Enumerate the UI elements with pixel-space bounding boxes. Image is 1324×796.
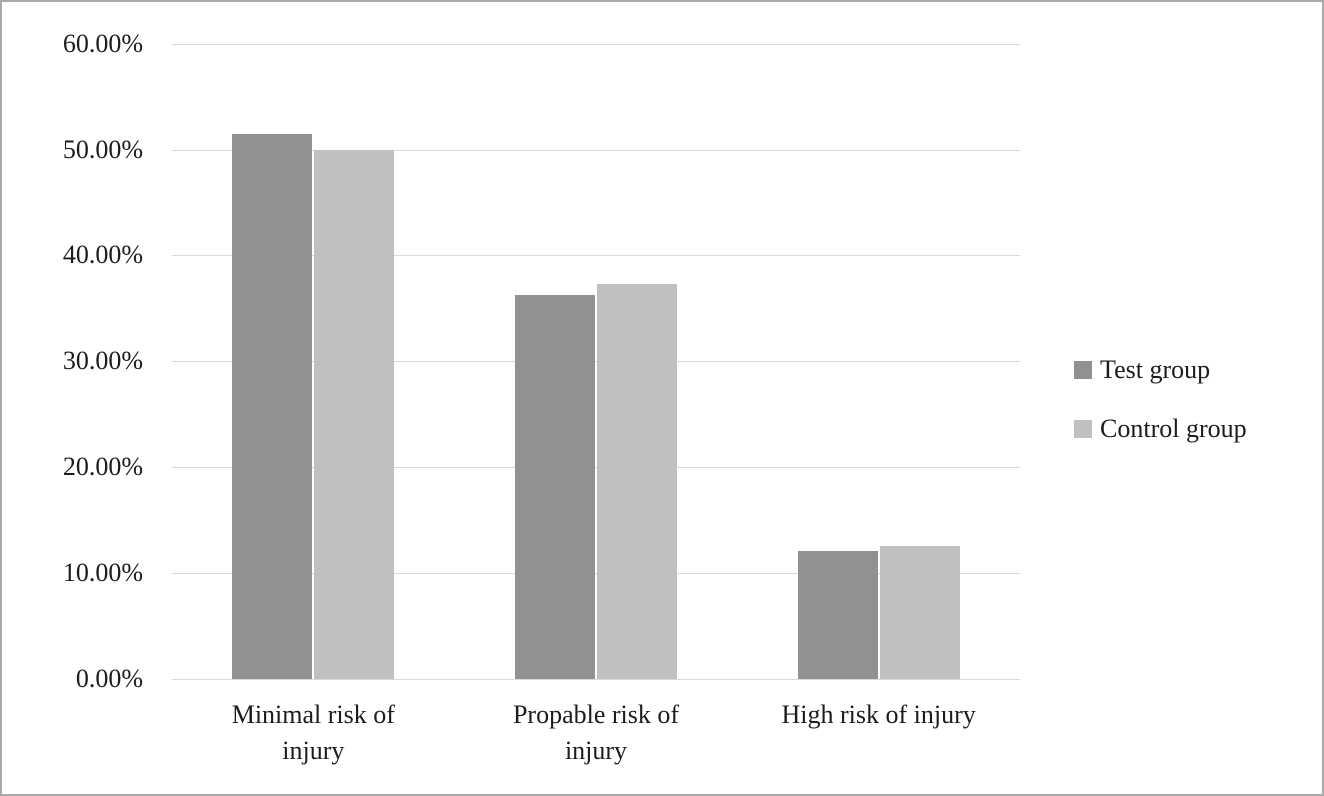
y-gridline-30 [172,361,1020,363]
bar-control-group-high-risk-of-injury [879,545,960,679]
legend-item-test-group: Test group [1074,353,1247,387]
y-gridline-60 [172,43,1020,45]
y-gridline-10 [172,573,1020,575]
y-axis-tick-label: 20.00% [62,452,143,482]
bar-test-group-propable-risk-of-injury [515,294,595,679]
x-axis-category-label: Minimal risk of injury [231,700,395,765]
y-axis-tick-label: 0.00% [75,664,143,693]
legend-label: Test group [1100,355,1211,384]
bar-control-group-minimal-risk-of-injury [314,149,395,679]
y-axis-tick-label: 30.00% [62,346,143,376]
legend-marker-test-group-icon [1074,361,1092,379]
y-gridline-20 [172,467,1020,469]
legend: Test group Control group [1074,353,1247,471]
y-axis-tick-label: 60.00% [62,28,143,58]
y-axis-tick-label: 50.00% [62,134,143,164]
legend-marker-control-group-icon [1074,420,1092,438]
y-gridline-40 [172,255,1020,257]
legend-label: Control group [1100,414,1247,443]
legend-item-control-group: Control group [1074,412,1247,446]
bar-test-group-high-risk-of-injury [797,550,878,679]
y-axis-tick-label: 10.00% [62,558,143,588]
x-axis-category-label: High risk of injury [781,700,976,729]
y-gridline-50 [172,149,1020,151]
x-axis-category-label: Propable risk of injury [512,700,680,765]
bar-control-group-propable-risk-of-injury [597,283,677,679]
y-axis-tick-label: 40.00% [62,240,143,270]
bar-test-group-minimal-risk-of-injury [232,133,313,679]
y-gridline-0 [172,679,1020,680]
